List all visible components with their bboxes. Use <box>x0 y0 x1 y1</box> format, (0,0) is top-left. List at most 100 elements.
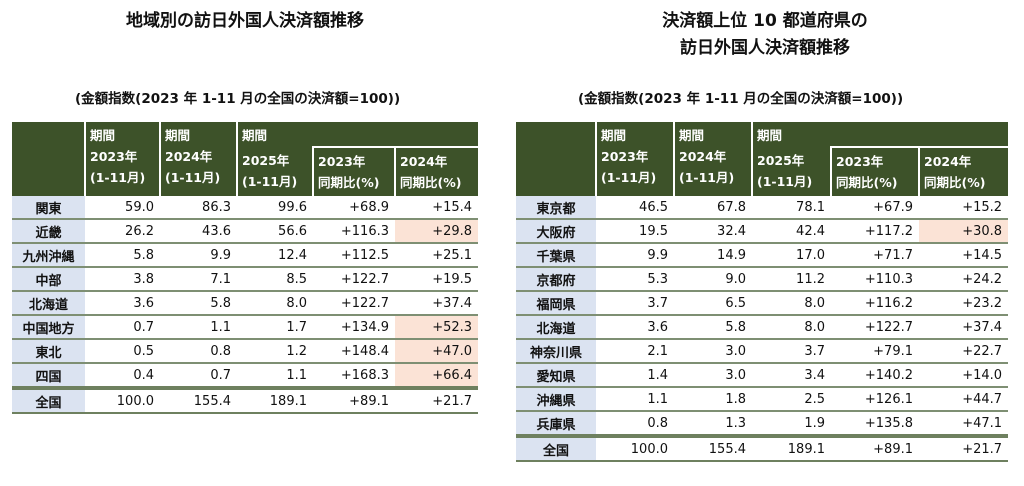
table-row: 神奈川県 2.1 3.0 3.7 +79.1 +22.7 <box>516 339 1009 364</box>
cell-value: 1.1 <box>596 387 674 412</box>
cell-value: +148.4 <box>313 339 395 364</box>
row-label: 神奈川県 <box>516 339 596 364</box>
row-label: 四国 <box>12 363 85 389</box>
cell-value: 1.7 <box>237 315 313 340</box>
table-row: 兵庫県 0.8 1.3 1.9 +135.8 +47.1 <box>516 411 1009 437</box>
header-col-yoy-2024: 2024年 同期比(%) <box>917 146 1009 196</box>
table-row: 近畿 26.2 43.6 56.6 +116.3 +29.8 <box>12 219 479 244</box>
cell-value: +24.2 <box>919 267 1009 292</box>
cell-value: +116.3 <box>313 219 395 244</box>
table-row: 四国 0.4 0.7 1.1 +168.3 +66.4 <box>12 363 479 389</box>
cell-value: +47.0 <box>395 339 479 364</box>
cell-value: 17.0 <box>752 243 831 268</box>
right-title: 決済額上位 10 都道府県の 訪日外国人決済額推移 <box>662 11 868 58</box>
cell-value: 42.4 <box>752 219 831 244</box>
header-period-label: 期間 <box>679 128 705 143</box>
row-label: 愛知県 <box>516 363 596 388</box>
cell-value: 3.4 <box>752 363 831 388</box>
row-label: 近畿 <box>12 219 85 244</box>
header-label: 2024年 (1-11月) <box>165 149 221 185</box>
total-value: 100.0 <box>85 386 160 414</box>
cell-value: 0.7 <box>85 315 160 340</box>
header-period-2025: 期間 <box>235 122 479 147</box>
cell-value: +168.3 <box>313 363 395 389</box>
table-row: 大阪府 19.5 32.4 42.4 +117.2 +30.8 <box>516 219 1009 244</box>
header-label: 2023年 (1-11月) <box>90 149 146 185</box>
table-row: 東京都 46.5 67.8 78.1 +67.9 +15.2 <box>516 196 1009 220</box>
table-row: 福岡県 3.7 6.5 8.0 +116.2 +23.2 <box>516 291 1009 316</box>
cell-value: 8.0 <box>237 291 313 316</box>
cell-value: 8.0 <box>752 315 831 340</box>
total-row: 全国 100.0 155.4 189.1 +89.1 +21.7 <box>12 386 479 414</box>
cell-value: +19.5 <box>395 267 479 292</box>
cell-value: 0.7 <box>160 363 237 389</box>
cell-value: 1.1 <box>237 363 313 389</box>
header-label: 2023年 (1-11月) <box>601 149 657 185</box>
row-label: 九州沖縄 <box>12 243 85 268</box>
header-blank <box>516 122 596 196</box>
left-title: 地域別の訪日外国人決済額推移 <box>126 11 364 31</box>
cell-value: 1.2 <box>237 339 313 364</box>
cell-value: 7.1 <box>160 267 237 292</box>
cell-value: 9.9 <box>596 243 674 268</box>
header-period-label: 期間 <box>165 128 191 143</box>
right-subtitle: (金額指数(2023 年 1-11 月の全国の決済額=100)) <box>578 91 904 107</box>
cell-value: 0.5 <box>85 339 160 364</box>
cell-value: +15.2 <box>919 196 1009 220</box>
cell-value: 3.8 <box>85 267 160 292</box>
cell-value: +47.1 <box>919 411 1009 437</box>
row-label: 大阪府 <box>516 219 596 244</box>
table-row: 中部 3.8 7.1 8.5 +122.7 +19.5 <box>12 267 479 292</box>
cell-value: 14.9 <box>674 243 752 268</box>
cell-value: 8.0 <box>752 291 831 316</box>
row-label: 東京都 <box>516 196 596 220</box>
table-row: 東北 0.5 0.8 1.2 +148.4 +47.0 <box>12 339 479 364</box>
cell-value: 0.4 <box>85 363 160 389</box>
cell-value: +30.8 <box>919 219 1009 244</box>
row-label: 東北 <box>12 339 85 364</box>
cell-value: +25.1 <box>395 243 479 268</box>
table-row: 沖縄県 1.1 1.8 2.5 +126.1 +44.7 <box>516 387 1009 412</box>
cell-value: 56.6 <box>237 219 313 244</box>
cell-value: 12.4 <box>237 243 313 268</box>
row-label: 北海道 <box>12 291 85 316</box>
total-value: 155.4 <box>160 386 237 414</box>
left-subtitle: (金額指数(2023 年 1-11 月の全国の決済額=100)) <box>75 91 401 107</box>
cell-value: 1.1 <box>160 315 237 340</box>
header-label: 2024年 (1-11月) <box>679 149 735 185</box>
cell-value: +110.3 <box>831 267 919 292</box>
cell-value: +112.5 <box>313 243 395 268</box>
cell-value: +134.9 <box>313 315 395 340</box>
total-label: 全国 <box>516 434 596 462</box>
table-row: 九州沖縄 5.8 9.9 12.4 +112.5 +25.1 <box>12 243 479 268</box>
cell-value: 5.8 <box>160 291 237 316</box>
cell-value: 26.2 <box>85 219 160 244</box>
header-col-2024: 期間 2024年 (1-11月) <box>673 122 752 196</box>
total-value: 189.1 <box>237 386 313 414</box>
cell-value: 19.5 <box>596 219 674 244</box>
row-label: 兵庫県 <box>516 411 596 437</box>
total-value: +89.1 <box>831 434 919 462</box>
cell-value: +37.4 <box>919 315 1009 340</box>
cell-value: +126.1 <box>831 387 919 412</box>
cell-value: +52.3 <box>395 315 479 340</box>
cell-value: 59.0 <box>85 196 160 220</box>
table-row: 北海道 3.6 5.8 8.0 +122.7 +37.4 <box>516 315 1009 340</box>
total-value: 189.1 <box>752 434 831 462</box>
table-row: 北海道 3.6 5.8 8.0 +122.7 +37.4 <box>12 291 479 316</box>
header-col-yoy-2024: 2024年 同期比(%) <box>393 146 479 196</box>
cell-value: 3.6 <box>85 291 160 316</box>
header-period-label: 期間 <box>601 128 627 143</box>
cell-value: 43.6 <box>160 219 237 244</box>
cell-value: 32.4 <box>674 219 752 244</box>
cell-value: +15.4 <box>395 196 479 220</box>
header-col-2024: 期間 2024年 (1-11月) <box>159 122 237 196</box>
header-period-label: 期間 <box>90 128 116 143</box>
cell-value: +122.7 <box>313 291 395 316</box>
total-value: +21.7 <box>395 386 479 414</box>
table-row: 京都府 5.3 9.0 11.2 +110.3 +24.2 <box>516 267 1009 292</box>
cell-value: 0.8 <box>596 411 674 437</box>
cell-value: 3.0 <box>674 339 752 364</box>
cell-value: 1.8 <box>674 387 752 412</box>
cell-value: 78.1 <box>752 196 831 220</box>
